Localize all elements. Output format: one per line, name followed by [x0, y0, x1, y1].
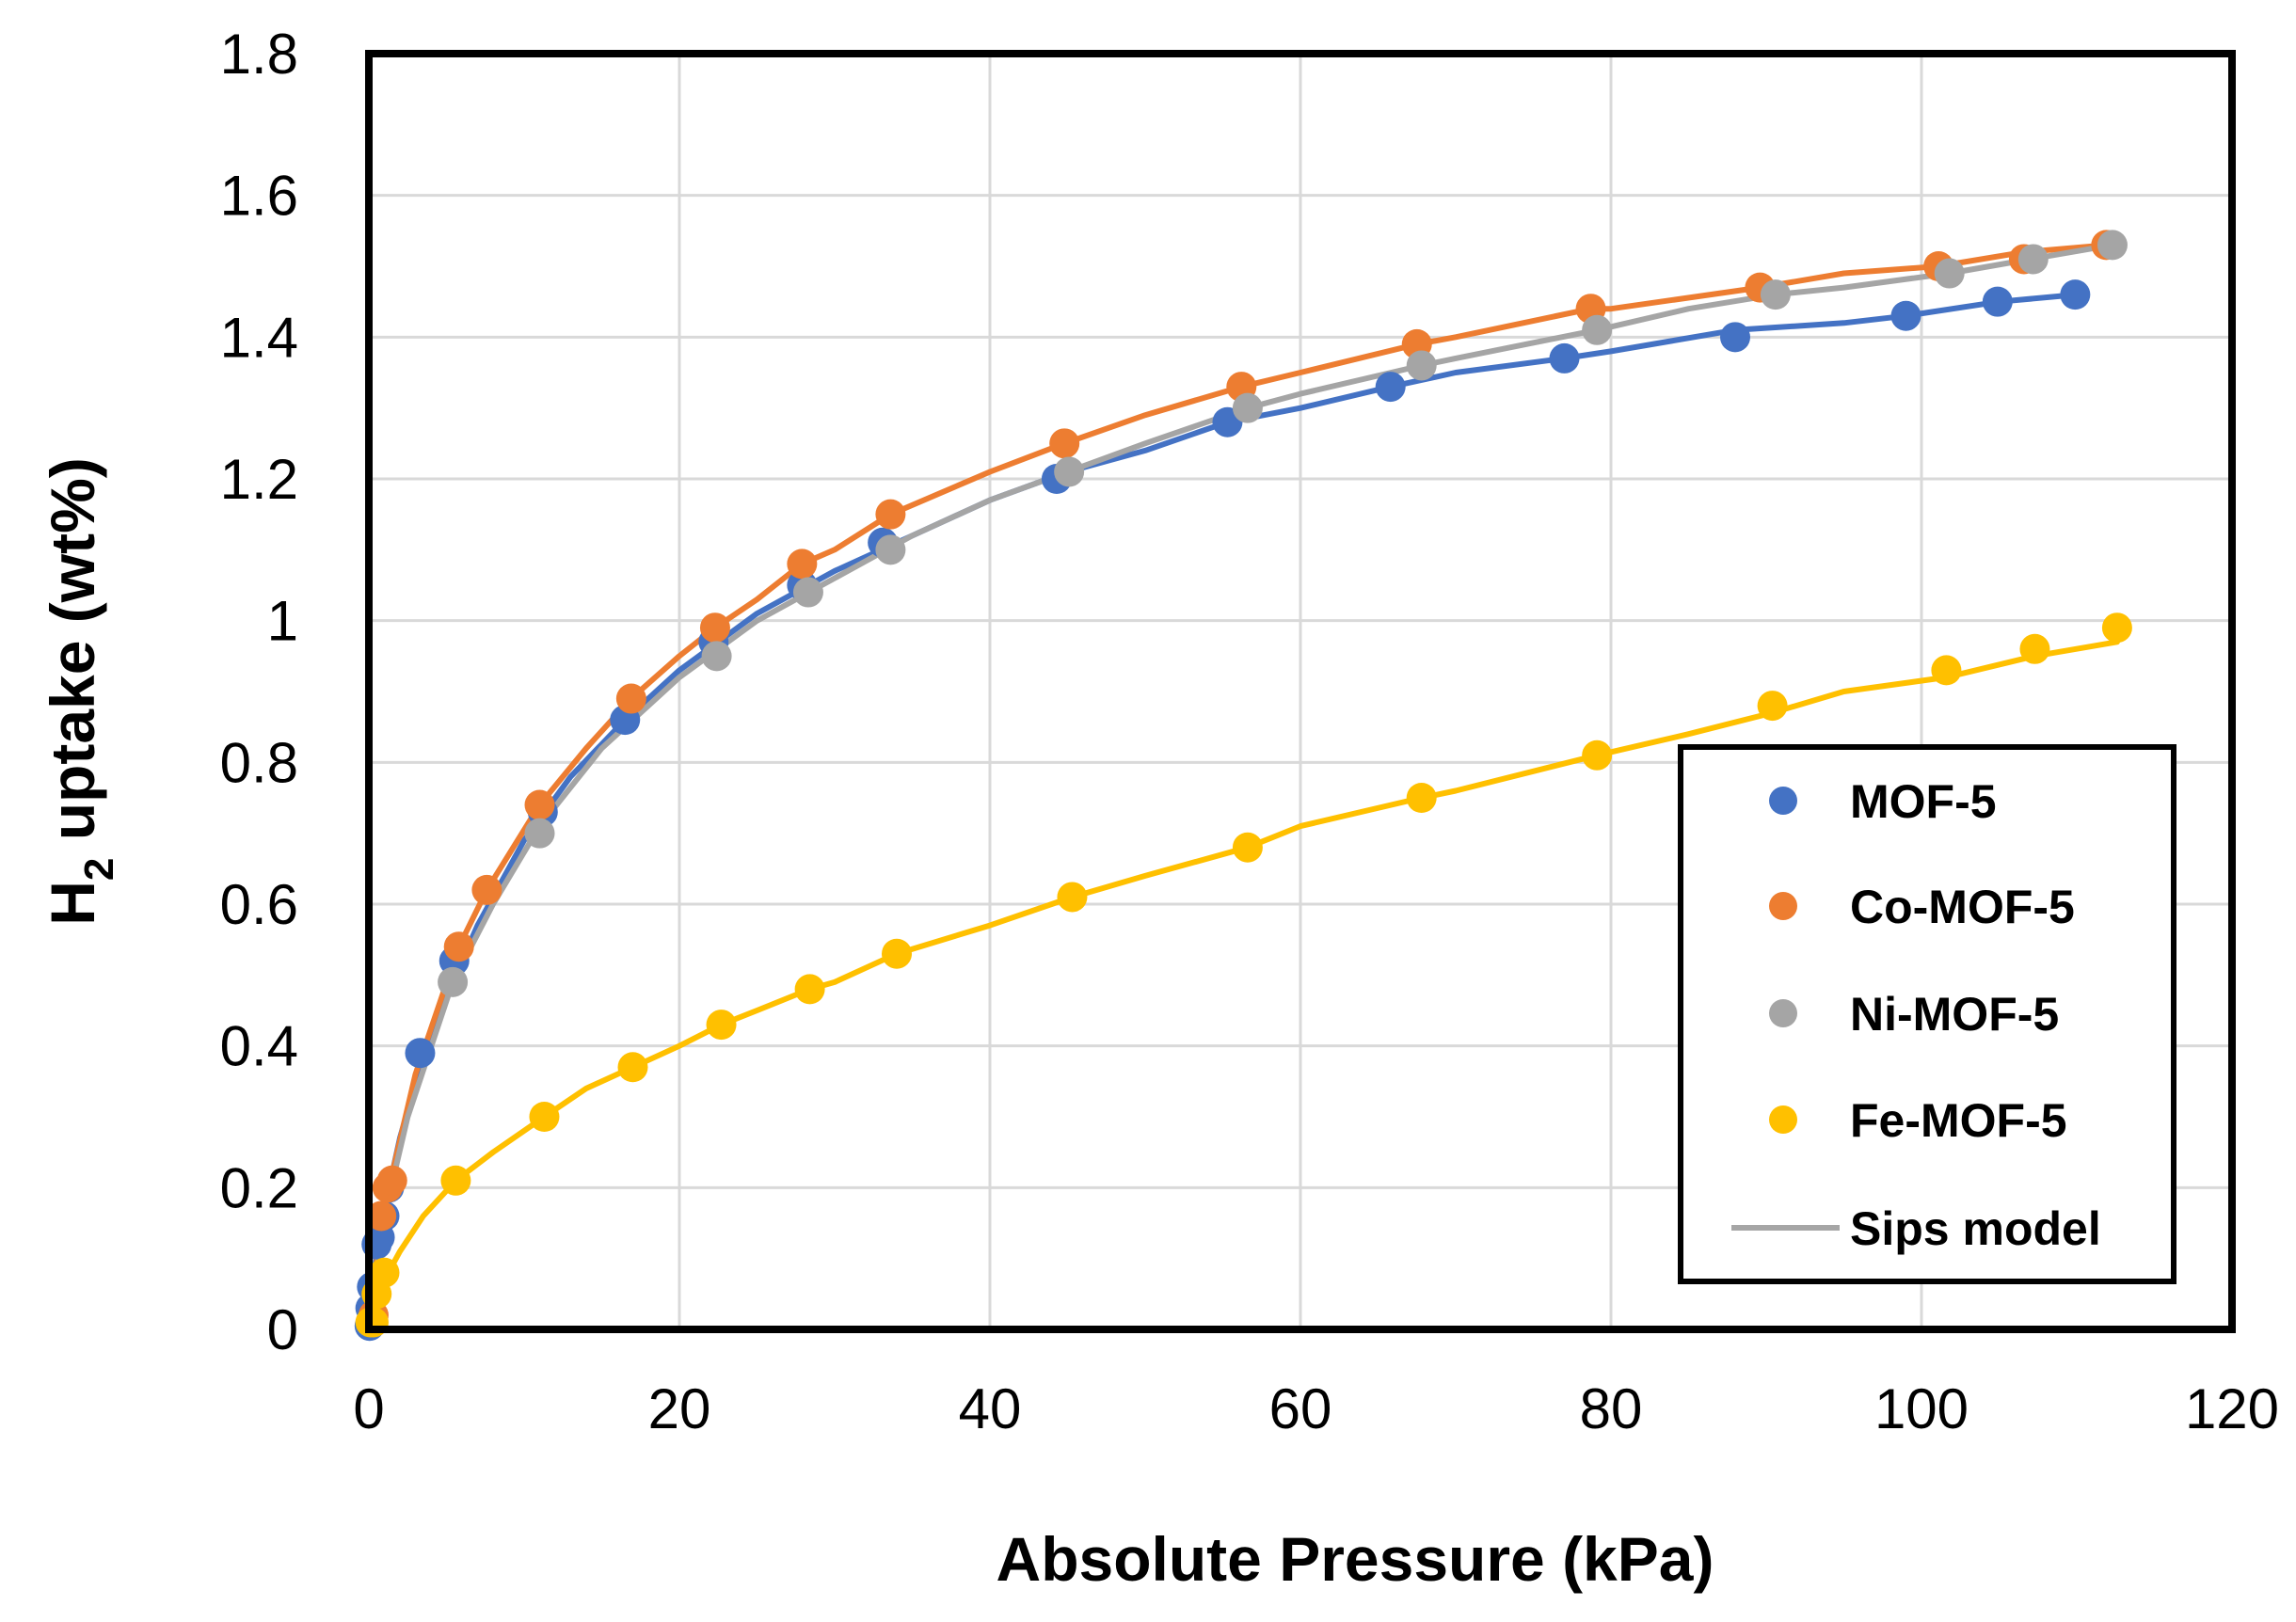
fe-mof-5-point — [1232, 832, 1263, 863]
y-axis-title-rest: uptake (wt%) — [38, 457, 107, 857]
co-mof-5-point — [366, 1201, 397, 1232]
fe-mof-5-point — [1057, 882, 1088, 913]
fe-mof-5-points — [355, 612, 2132, 1338]
legend-label-co-mof-5: Co-MOF-5 — [1850, 881, 2075, 933]
x-tick-label: 60 — [1269, 1377, 1332, 1440]
ni-mof-5-point — [1760, 279, 1791, 310]
co-mof-5-point — [699, 612, 730, 644]
mof-5-point — [405, 1038, 436, 1069]
co-mof-5-point — [615, 683, 646, 714]
fe-mof-5-point — [440, 1165, 471, 1196]
mof-5-point — [2060, 279, 2091, 310]
ni-mof-5-point — [701, 641, 732, 672]
x-tick-label: 100 — [1874, 1377, 1969, 1440]
co-mof-5-point — [524, 789, 555, 820]
fe-mof-5-point — [882, 938, 912, 969]
x-tick-label: 40 — [959, 1377, 1022, 1440]
y-tick-label: 0.8 — [220, 731, 298, 794]
y-axis-title-subscript: 2 — [76, 858, 122, 881]
y-tick-label: 1.4 — [220, 306, 298, 369]
fe-mof-5-point — [2101, 612, 2132, 644]
legend-label-sips-model: Sips model — [1850, 1202, 2101, 1255]
ni-mof-5-point — [1582, 314, 1613, 345]
ni-mof-5-point — [2017, 244, 2049, 275]
y-tick-label: 1 — [267, 590, 298, 653]
ni-mof-5-point — [1934, 258, 1965, 289]
legend: MOF-5 Co-MOF-5 Ni-MOF-5 Fe-MOF-5 Sips model — [1678, 744, 2176, 1284]
co-mof-5-point — [875, 499, 906, 530]
mof-5-point — [1549, 342, 1580, 374]
co-mof-5-point — [1049, 428, 1080, 459]
y-tick-label: 1.2 — [220, 448, 298, 511]
ni-mof-5-points — [438, 230, 2128, 997]
ni-mof-5-point — [792, 577, 823, 608]
legend-marker-fe-mof-5 — [1769, 1105, 1797, 1134]
plot-area-border — [365, 50, 2236, 1333]
fe-mof-5-point — [706, 1010, 737, 1041]
ni-mof-5-point — [524, 818, 555, 849]
legend-label-ni-mof-5: Ni-MOF-5 — [1850, 988, 2059, 1041]
y-tick-label: 0 — [267, 1298, 298, 1361]
y-axis-title: H2 uptake (wt%) — [38, 457, 122, 926]
mof-5-point — [1720, 322, 1750, 353]
fe-mof-5-point — [2019, 633, 2050, 664]
legend-items: MOF-5 Co-MOF-5 Ni-MOF-5 Fe-MOF-5 Sips model — [1731, 775, 2101, 1255]
data-points — [354, 230, 2132, 1342]
y-tick-label: 0.4 — [220, 1015, 298, 1078]
fe-mof-5-point — [1406, 783, 1437, 813]
mof-5-point — [1375, 372, 1406, 403]
legend-marker-mof-5 — [1769, 787, 1797, 815]
fe-mof-5-point — [617, 1052, 648, 1083]
gridlines — [369, 54, 2232, 1329]
y-tick-label: 0.6 — [220, 873, 298, 936]
x-axis-ticks: 0 20 40 60 80 100 120 — [353, 1377, 2279, 1440]
legend-marker-co-mof-5 — [1769, 892, 1797, 920]
y-tick-label: 1.8 — [220, 23, 298, 86]
y-tick-label: 1.6 — [220, 165, 298, 228]
y-tick-label: 0.2 — [220, 1156, 298, 1219]
ni-mof-5-point — [1054, 456, 1085, 487]
y-axis-ticks: 0 0.2 0.4 0.6 0.8 1 1.2 1.4 1.6 1.8 — [220, 23, 298, 1361]
fe-mof-5-point — [369, 1257, 400, 1288]
x-tick-label: 20 — [648, 1377, 711, 1440]
co-mof-5-point — [787, 549, 818, 580]
mof-5-point — [1890, 300, 1921, 331]
ni-mof-5-point — [2097, 230, 2128, 261]
fe-mof-5-point — [1931, 655, 1962, 686]
legend-label-mof-5: MOF-5 — [1850, 775, 1997, 828]
ni-mof-5-point — [875, 534, 906, 565]
co-mof-5-point — [471, 874, 502, 905]
x-tick-label: 0 — [353, 1377, 384, 1440]
x-tick-label: 80 — [1580, 1377, 1643, 1440]
x-tick-label: 120 — [2185, 1377, 2279, 1440]
legend-box — [1678, 744, 2176, 1284]
legend-label-fe-mof-5: Fe-MOF-5 — [1850, 1094, 2067, 1147]
x-axis-title: Absolute Pressure (kPa) — [997, 1524, 1714, 1594]
ni-mof-5-point — [1406, 350, 1437, 381]
legend-marker-ni-mof-5 — [1769, 999, 1797, 1027]
ni-mof-5-point — [438, 966, 469, 997]
fe-mof-5-point — [794, 974, 825, 1005]
fe-mof-5-point — [1757, 691, 1788, 722]
co-mof-5-point — [443, 931, 474, 962]
fe-mof-5-point — [1582, 739, 1613, 771]
y-axis-title-h: H — [38, 881, 107, 926]
ni-mof-5-point — [1232, 392, 1263, 423]
co-mof-5-point — [376, 1165, 407, 1196]
mof-5-point — [1982, 286, 2013, 317]
fe-mof-5-point — [529, 1102, 560, 1132]
